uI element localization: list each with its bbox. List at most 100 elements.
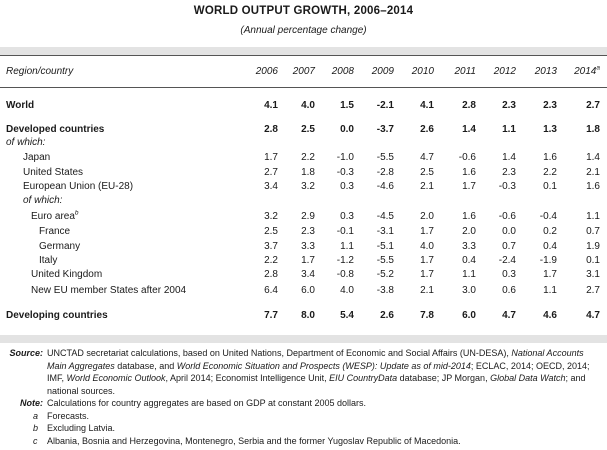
row-label: World: [6, 100, 35, 111]
value-cell: 2.6: [420, 124, 434, 135]
year-header: 2011: [454, 66, 476, 77]
row-label: United Kingdom: [31, 269, 103, 280]
value-cell: 1.1: [462, 269, 476, 280]
value-cell: 2.7: [264, 167, 278, 178]
footnote-letter: a: [33, 410, 39, 421]
year-header: 2008: [331, 66, 354, 77]
value-cell: 1.1: [502, 124, 516, 135]
value-cell: 2.9: [301, 211, 315, 222]
footnote-mark-b: b: [74, 209, 79, 217]
row-label: France: [39, 226, 71, 237]
value-cell: 0.4: [543, 241, 557, 252]
value-cell: 0.2: [543, 226, 557, 237]
value-cell: -3.8: [376, 285, 394, 296]
year-header-forecast: 2014a: [574, 64, 600, 77]
header-band-top: [0, 47, 607, 55]
value-cell: -2.8: [376, 167, 394, 178]
value-cell: 1.1: [586, 211, 600, 222]
value-cell: -4.5: [376, 211, 394, 222]
value-cell: 1.5: [340, 100, 354, 111]
value-cell: 4.0: [420, 241, 434, 252]
row-developed-countries: Developed countries 2.8 2.5 0.0 -3.7 2.6 1.4 1.…: [0, 124, 607, 138]
value-cell: 2.8: [264, 124, 278, 135]
year-header: 2006: [255, 66, 278, 77]
value-cell: 2.1: [586, 167, 600, 178]
value-cell: 4.7: [586, 310, 600, 321]
value-cell: 3.4: [301, 269, 315, 280]
value-cell: 3.4: [264, 181, 278, 192]
value-cell: 2.5: [301, 124, 315, 135]
value-cell: -0.3: [498, 181, 516, 192]
row-label: Euro areab: [31, 209, 79, 222]
value-cell: -0.6: [458, 152, 476, 163]
row-label: Developed countries: [6, 124, 105, 135]
row-euro-area: Euro areab 3.2 2.9 0.3 -4.5 2.0 1.6 -0.6 -0.4 1.1: [0, 209, 607, 225]
row-japan: Japan 1.7 2.2 -1.0 -5.5 4.7 -0.6 1.4 1.6 1.4: [0, 152, 607, 166]
year-header: 2009: [371, 66, 394, 77]
value-cell: 1.7: [420, 269, 434, 280]
footnote-text: Excluding Latvia.: [47, 423, 116, 433]
value-cell: 4.7: [502, 310, 516, 321]
row-france: France 2.5 2.3 -0.1 -3.1 1.7 2.0 0.0 0.2 0.7: [0, 226, 607, 240]
row-italy: Italy 2.2 1.7 -1.2 -5.5 1.7 0.4 -2.4 -1.9 0.1: [0, 255, 607, 269]
row-of-which: of which:: [0, 137, 607, 151]
value-cell: 0.7: [586, 226, 600, 237]
row-developing-countries: Developing countries 7.7 8.0 5.4 2.6 7.8 6.0 4.…: [0, 310, 607, 324]
value-cell: 0.4: [462, 255, 476, 266]
value-cell: 4.0: [301, 100, 315, 111]
value-cell: 1.6: [462, 167, 476, 178]
row-of-which: of which:: [0, 195, 607, 209]
value-cell: 2.5: [264, 226, 278, 237]
year-header: 2007: [292, 66, 315, 77]
value-cell: 2.8: [264, 269, 278, 280]
value-cell: 0.0: [340, 124, 354, 135]
value-cell: -0.4: [539, 211, 557, 222]
value-cell: 4.1: [264, 100, 278, 111]
value-cell: 2.8: [462, 100, 476, 111]
value-cell: 1.4: [586, 152, 600, 163]
value-cell: 2.3: [301, 226, 315, 237]
value-cell: 2.2: [301, 152, 315, 163]
year-header: 2013: [534, 66, 557, 77]
value-cell: 0.3: [340, 181, 354, 192]
row-label: Developing countries: [6, 310, 108, 321]
value-cell: 2.3: [543, 100, 557, 111]
row-germany: Germany 3.7 3.3 1.1 -5.1 4.0 3.3 0.7 0.4 1.9: [0, 241, 607, 255]
row-label: Japan: [23, 152, 51, 163]
row-new-eu-member-states: New EU member States after 2004 6.4 6.0 4.0…: [0, 285, 607, 299]
value-cell: 0.6: [502, 285, 516, 296]
value-cell: -4.6: [376, 181, 394, 192]
header-label: Region/country: [6, 66, 74, 77]
value-cell: 6.0: [462, 310, 476, 321]
footnote-letter: c: [33, 435, 38, 446]
value-cell: -5.2: [376, 269, 394, 280]
row-label: New EU member States after 2004: [31, 285, 187, 296]
value-cell: 4.7: [420, 152, 434, 163]
value-cell: 2.1: [420, 285, 434, 296]
value-cell: 1.7: [420, 226, 434, 237]
value-cell: -1.2: [336, 255, 354, 266]
table-subtitle: (Annual percentage change): [240, 25, 367, 36]
note-key: Note:: [20, 398, 43, 408]
value-cell: 2.2: [543, 167, 557, 178]
value-cell: 0.3: [340, 211, 354, 222]
value-cell: 3.3: [301, 241, 315, 252]
row-united-kingdom: United Kingdom 2.8 3.4 -0.8 -5.2 1.7 1.1 0.3 1.7…: [0, 269, 607, 283]
row-label: European Union (EU-28): [23, 181, 134, 192]
value-cell: 1.6: [462, 211, 476, 222]
row-label: Italy: [39, 255, 58, 266]
value-cell: 1.4: [462, 124, 476, 135]
value-cell: -0.3: [336, 167, 354, 178]
value-cell: -2.4: [498, 255, 516, 266]
value-cell: -0.1: [336, 226, 354, 237]
value-cell: 2.7: [586, 285, 600, 296]
value-cell: 4.1: [420, 100, 434, 111]
row-label: of which:: [6, 137, 46, 148]
value-cell: 1.7: [543, 269, 557, 280]
value-cell: -5.1: [376, 241, 394, 252]
footnote-mark-a: a: [596, 64, 600, 72]
value-cell: 3.1: [586, 269, 600, 280]
value-cell: 1.7: [420, 255, 434, 266]
value-cell: 0.7: [502, 241, 516, 252]
value-cell: 3.3: [462, 241, 476, 252]
